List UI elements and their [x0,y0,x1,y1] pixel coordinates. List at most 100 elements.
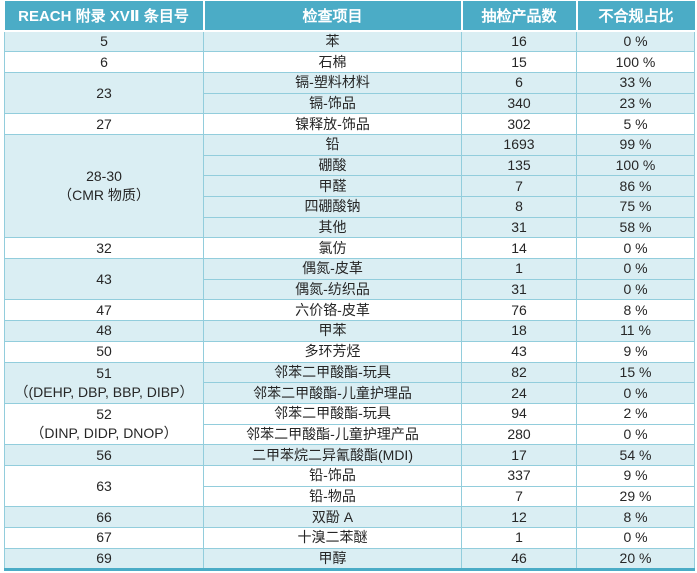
table-row: 63 铅-饰品 337 9 % [4,464,695,508]
count-cell: 17 [461,444,577,466]
entry-cell: 6 [4,51,204,73]
rate-cell: 33 % [576,71,695,94]
entry-number: 67 [96,529,112,546]
rate-cell: 11 % [576,320,695,342]
entry-number: 69 [96,549,112,566]
count-cell: 46 [461,547,577,570]
item-cell: 其他 [203,216,462,239]
table-row: 镉-饰品 340 23 % [5,92,695,115]
entry-note: （CMR 物质） [58,187,150,204]
entry-cell: 23 [4,71,204,115]
rate-cell: 0 % [576,278,695,301]
rate-cell: 8 % [576,506,695,528]
rate-cell: 0 % [576,258,695,280]
entry-note: （(DEHP, DBP, BBP, DIBP） [14,383,194,400]
item-cell: 石棉 [203,51,462,73]
entry-cell: 63 [4,464,204,508]
item-cell: 多环芳烃 [203,340,462,363]
count-cell: 7 [461,175,577,197]
entry-cell: 48 [4,320,204,342]
count-cell: 24 [461,382,577,404]
count-cell: 94 [461,402,577,425]
table-row: 28-30 （CMR 物质） 铅 1693 99 % [4,133,695,239]
count-cell: 1693 [461,133,577,156]
table-row: 48 甲苯 18 11 % [4,320,695,342]
item-cell: 十溴二苯醚 [203,527,462,549]
item-cell: 硼酸 [203,154,462,177]
count-cell: 302 [461,113,577,135]
count-cell: 1 [461,527,577,549]
entry-cell: 5 [4,30,204,53]
rate-cell: 8 % [576,299,695,322]
entry-number: 50 [96,343,112,360]
item-cell: 铅-物品 [203,485,462,508]
item-cell: 偶氮-纺织品 [203,278,462,301]
rate-cell: 100 % [576,51,695,73]
item-cell: 苯 [203,30,462,53]
count-cell: 82 [461,361,577,384]
entry-number: 63 [96,477,112,494]
table-row: 铅-物品 7 29 % [5,485,695,508]
rate-cell: 23 % [576,92,695,115]
entry-number: 27 [96,115,112,132]
count-cell: 6 [461,71,577,94]
rate-cell: 86 % [576,175,695,197]
entry-number: 23 [96,84,112,101]
table-body: 5 苯 16 0 % 6 石棉 15 100 % 23 镉-塑料材料 6 33 % 镉-饰品 340 23 … [4,30,695,570]
rate-cell: 100 % [576,154,695,177]
entry-cell: 52 （DINP, DIDP, DNOP） [4,402,204,446]
header-entry-number: REACH 附录 XVⅡ 条目号 [4,1,204,32]
table-row: 43 偶氮-皮革 1 0 % [4,258,695,301]
table-row: 四硼酸钠 8 75 % [5,196,695,218]
rate-cell: 99 % [576,133,695,156]
item-cell: 甲醇 [203,547,462,570]
item-cell: 偶氮-皮革 [203,258,462,280]
count-cell: 18 [461,320,577,342]
count-cell: 43 [461,340,577,363]
entry-number: 56 [96,446,112,463]
count-cell: 337 [461,464,577,487]
table-row: 23 镉-塑料材料 6 33 % [4,71,695,115]
entry-cell: 47 [4,299,204,322]
entry-number: 43 [96,270,112,287]
item-cell: 邻苯二甲酸酯-儿童护理品 [203,382,462,404]
count-cell: 15 [461,51,577,73]
count-cell: 8 [461,196,577,218]
entry-cell: 66 [4,506,204,528]
rate-cell: 2 % [576,402,695,425]
item-cell: 四硼酸钠 [203,196,462,218]
table-row: 邻苯二甲酸酯-儿童护理品 24 0 % [5,382,695,404]
entry-number: 51 [96,364,112,381]
table-header: REACH 附录 XVⅡ 条目号 检查项目 抽检产品数 不合规占比 [4,1,695,32]
rate-cell: 0 % [576,382,695,404]
reach-annex-table: REACH 附录 XVⅡ 条目号 检查项目 抽检产品数 不合规占比 5 苯 16 0 … [4,1,695,571]
table-row: 67 十溴二苯醚 1 0 % [4,527,695,549]
count-cell: 7 [461,485,577,508]
rate-cell: 0 % [576,237,695,260]
item-cell: 铅 [203,133,462,156]
rate-cell: 75 % [576,196,695,218]
count-cell: 16 [461,30,577,53]
item-cell: 二甲苯烷二异氰酸酯(MDI) [203,444,462,466]
rate-cell: 9 % [576,464,695,487]
entry-number: 28-30 [86,168,122,185]
entry-cell: 67 [4,527,204,549]
entry-cell: 50 [4,340,204,363]
entry-cell: 27 [4,113,204,135]
count-cell: 135 [461,154,577,177]
table-row: 66 双酚 A 12 8 % [4,506,695,528]
item-cell: 甲苯 [203,320,462,342]
reach-annex-table-wrapper: REACH 附录 XVⅡ 条目号 检查项目 抽检产品数 不合规占比 5 苯 16 0 … [4,1,695,571]
rate-cell: 9 % [576,340,695,363]
header-row: REACH 附录 XVⅡ 条目号 检查项目 抽检产品数 不合规占比 [4,1,695,32]
entry-number: 5 [100,33,108,50]
item-cell: 镍释放-饰品 [203,113,462,135]
entry-note: （DINP, DIDP, DNOP） [30,425,178,442]
rate-cell: 0 % [576,423,695,446]
rate-cell: 15 % [576,361,695,384]
table-row: 52 （DINP, DIDP, DNOP） 邻苯二甲酸酯-玩具 94 2 % [4,402,695,446]
entry-cell: 32 [4,237,204,260]
entry-cell: 56 [4,444,204,466]
table-row: 50 多环芳烃 43 9 % [4,340,695,363]
entry-cell: 51 （(DEHP, DBP, BBP, DIBP） [4,361,204,404]
